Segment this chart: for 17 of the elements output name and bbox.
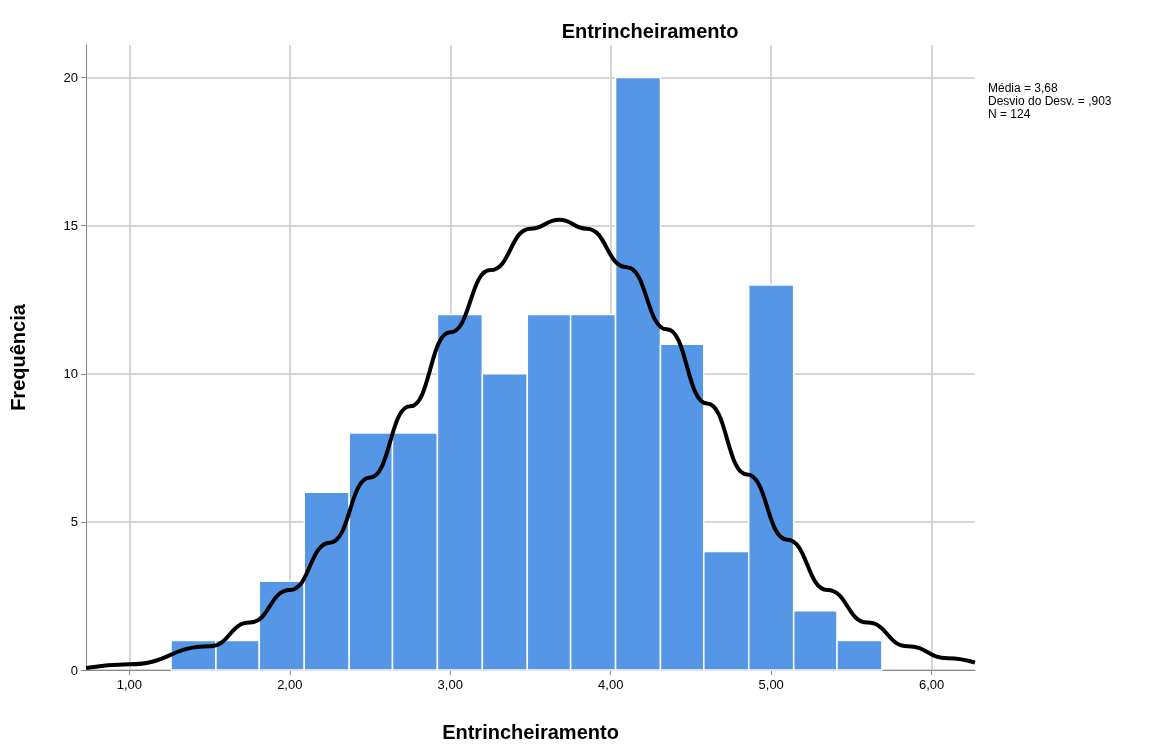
y-tick-label: 20 (63, 70, 78, 86)
x-tick-label: 3,00 (437, 677, 463, 692)
y-tick-label: 10 (63, 366, 78, 382)
x-tick-label: 4,00 (598, 677, 624, 692)
x-axis-title: Entrincheiramento (442, 721, 619, 743)
y-tick-label: 15 (63, 218, 78, 234)
x-tick-label: 2,00 (277, 677, 303, 692)
x-tick-label: 5,00 (758, 677, 784, 692)
text: N = 124 (988, 107, 1031, 121)
chart-title: Entrincheiramento (561, 20, 739, 42)
y-tick-label: 0 (70, 662, 78, 678)
text: Média = 3,68 (988, 81, 1059, 95)
x-tick-label: 6,00 (919, 677, 945, 692)
x-tick-label: 1,00 (116, 677, 142, 692)
y-tick-label: 5 (70, 514, 78, 530)
text: Desvio do Desv. = ,903 (988, 94, 1112, 108)
y-axis-title: Frequência (7, 303, 29, 411)
